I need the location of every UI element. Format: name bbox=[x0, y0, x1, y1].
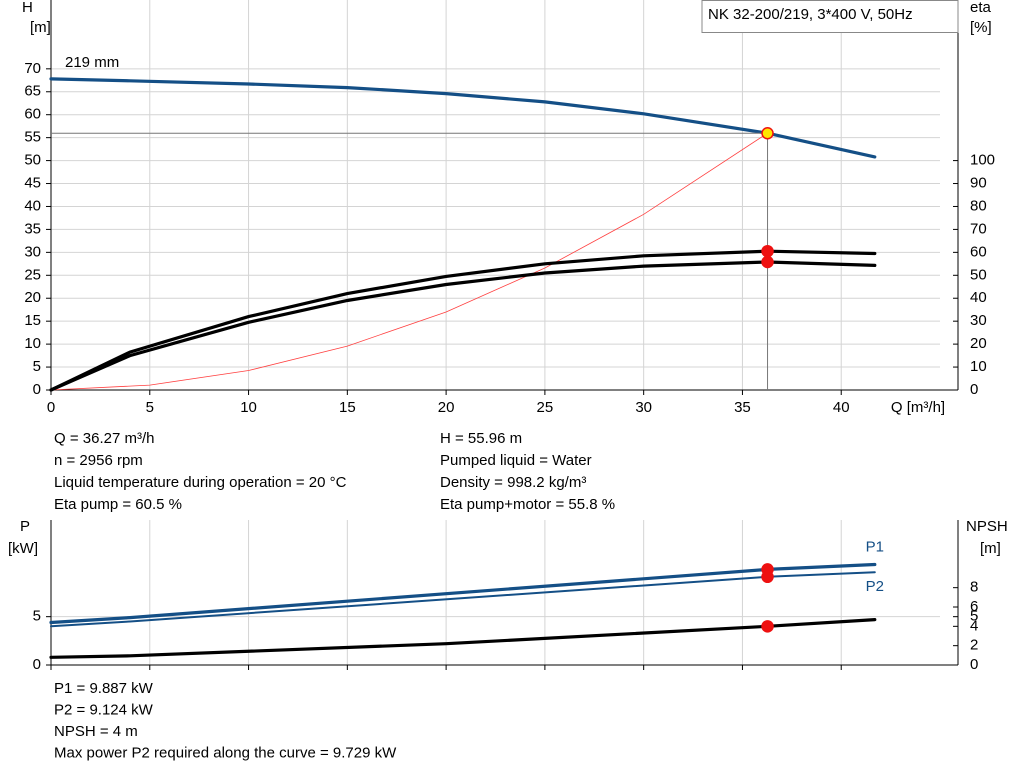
y-tick-label: 35 bbox=[24, 220, 41, 237]
y-tick-label: 0 bbox=[33, 656, 41, 673]
y-tick-label: 20 bbox=[24, 289, 41, 306]
y2-tick-label: 70 bbox=[970, 220, 987, 237]
x-tick-label: 30 bbox=[635, 399, 652, 416]
info-text: Q = 36.27 m³/h bbox=[54, 430, 154, 447]
y2-tick-label: 8 bbox=[970, 579, 978, 596]
curve bbox=[49, 77, 877, 159]
y-tick-label: 65 bbox=[24, 83, 41, 100]
duty-point bbox=[761, 570, 774, 584]
y-tick-label: 10 bbox=[24, 335, 41, 352]
x-axis-label: Q [m³/h] bbox=[891, 399, 945, 416]
duty-point bbox=[761, 126, 774, 140]
y-axis-label: P bbox=[20, 518, 30, 535]
y-axis-label: H bbox=[22, 0, 33, 16]
y2-axis-unit: [%] bbox=[970, 19, 992, 36]
x-tick-label: 0 bbox=[47, 399, 55, 416]
title-box bbox=[701, 0, 959, 33]
y-tick-label: 5 bbox=[33, 358, 41, 375]
info-text: Eta pump = 60.5 % bbox=[54, 496, 182, 513]
y2-tick-label: 90 bbox=[970, 174, 987, 191]
y-tick-label: 50 bbox=[24, 152, 41, 169]
curve bbox=[49, 618, 877, 659]
y2-tick-label: 5 bbox=[970, 608, 978, 625]
info-text: Liquid temperature during operation = 20… bbox=[54, 474, 347, 491]
y2-tick-label: 0 bbox=[970, 381, 978, 398]
y-tick-label: 25 bbox=[24, 266, 41, 283]
y2-tick-label: 30 bbox=[970, 312, 987, 329]
curve-label: P1 bbox=[866, 538, 884, 555]
y2-tick-label: 0 bbox=[970, 656, 978, 673]
curve bbox=[49, 249, 877, 392]
y-tick-label: 30 bbox=[24, 243, 41, 260]
y2-tick-label: 10 bbox=[970, 358, 987, 375]
x-tick-label: 5 bbox=[146, 399, 154, 416]
y-tick-label: 45 bbox=[24, 174, 41, 191]
y2-tick-label: 80 bbox=[970, 197, 987, 214]
y2-tick-label: 2 bbox=[970, 637, 978, 654]
y2-axis-label: eta bbox=[970, 0, 992, 16]
info-text: H = 55.96 m bbox=[440, 430, 522, 447]
duty-point bbox=[761, 244, 774, 258]
y-tick-label: 15 bbox=[24, 312, 41, 329]
chart-title: NK 32-200/219, 3*400 V, 50Hz bbox=[708, 6, 913, 23]
y-tick-label: 0 bbox=[33, 381, 41, 398]
y2-axis-label: NPSH bbox=[966, 518, 1008, 535]
x-tick-label: 40 bbox=[833, 399, 850, 416]
y-tick-label: 40 bbox=[24, 197, 41, 214]
curve bbox=[49, 260, 877, 392]
x-tick-label: 35 bbox=[734, 399, 751, 416]
x-tick-label: 15 bbox=[339, 399, 356, 416]
info-text: P1 = 9.887 kW bbox=[54, 680, 154, 697]
curve bbox=[50, 571, 876, 628]
y-axis-unit: [m] bbox=[30, 19, 51, 36]
x-tick-label: 10 bbox=[240, 399, 257, 416]
y2-tick-label: 60 bbox=[970, 243, 987, 260]
y2-tick-label: 4 bbox=[970, 617, 978, 634]
info-text: n = 2956 rpm bbox=[54, 452, 143, 469]
curve-label: P2 bbox=[866, 578, 884, 595]
y2-tick-label: 100 bbox=[970, 152, 995, 169]
x-tick-label: 25 bbox=[537, 399, 554, 416]
y-tick-label: 60 bbox=[24, 106, 41, 123]
x-tick-label: 20 bbox=[438, 399, 455, 416]
curve-label: 219 mm bbox=[65, 54, 119, 71]
y2-axis-unit: [m] bbox=[980, 540, 1001, 557]
info-text: Pumped liquid = Water bbox=[440, 452, 592, 469]
info-text: Max power P2 required along the curve = … bbox=[54, 744, 397, 761]
duty-point bbox=[761, 255, 774, 269]
y2-tick-label: 50 bbox=[970, 266, 987, 283]
y-tick-label: 70 bbox=[24, 60, 41, 77]
info-text: NPSH = 4 m bbox=[54, 723, 138, 740]
y-axis-unit: [kW] bbox=[8, 540, 38, 557]
info-text: Density = 998.2 kg/m³ bbox=[440, 474, 586, 491]
curve bbox=[49, 562, 877, 625]
info-text: Eta pump+motor = 55.8 % bbox=[440, 496, 615, 513]
y-tick-label: 5 bbox=[33, 608, 41, 625]
y2-tick-label: 40 bbox=[970, 289, 987, 306]
curve bbox=[50, 132, 768, 391]
info-text: P2 = 9.124 kW bbox=[54, 701, 154, 718]
y2-tick-label: 6 bbox=[970, 598, 978, 615]
duty-point bbox=[761, 620, 774, 633]
y2-tick-label: 20 bbox=[970, 335, 987, 352]
y-tick-label: 55 bbox=[24, 129, 41, 146]
